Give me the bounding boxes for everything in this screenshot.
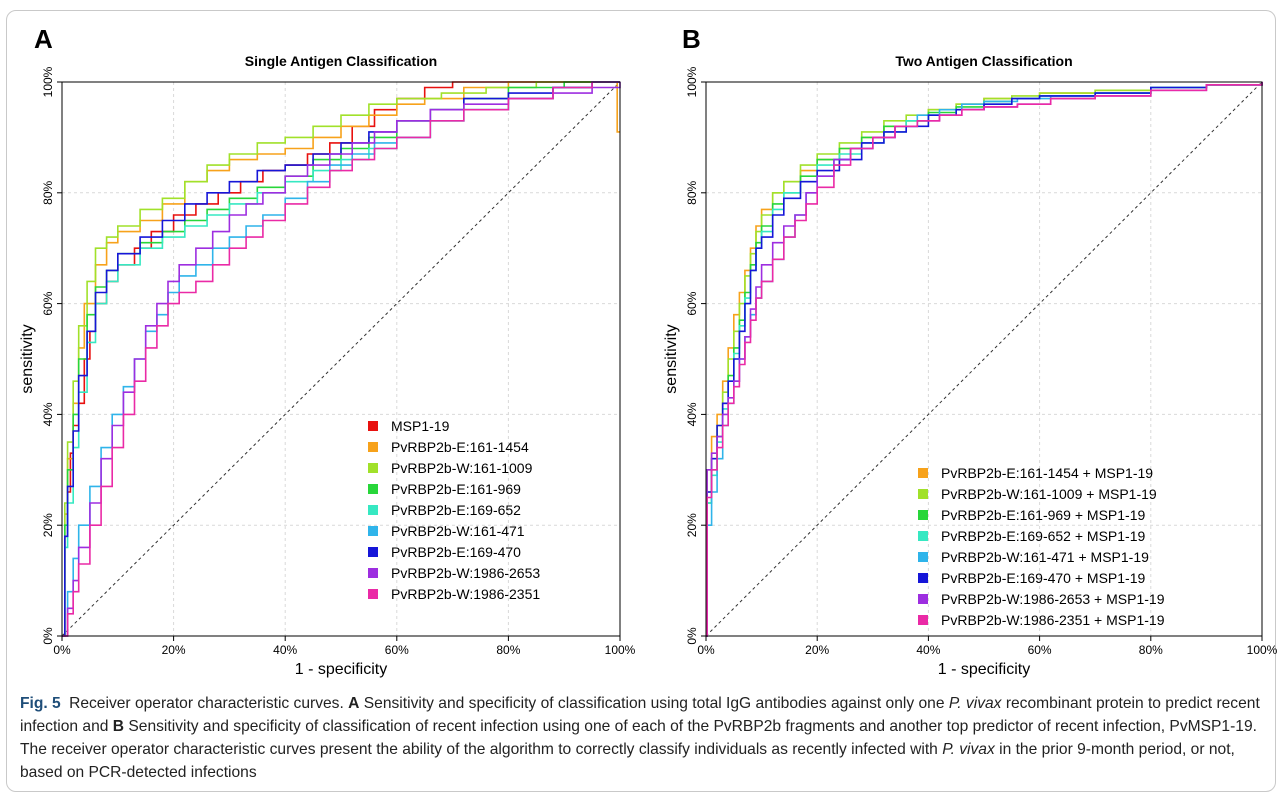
roc-curve-series (706, 82, 1263, 637)
y-tick-label: 100% (685, 66, 699, 97)
y-tick-label: 100% (41, 66, 55, 97)
y-tick-label: 60% (41, 291, 55, 315)
legend-entry-label: PvRBP2b-E:169-470 + MSP1-19 (941, 570, 1145, 586)
legend-swatch (368, 421, 378, 431)
y-tick-label: 0% (685, 627, 699, 645)
legend-entry-label: PvRBP2b-W:1986-2351 (391, 586, 540, 602)
x-tick-label: 0% (53, 643, 71, 657)
legend-swatch (918, 552, 928, 562)
y-tick-label: 0% (41, 627, 55, 645)
x-tick-label: 60% (1028, 643, 1052, 657)
legend-swatch (918, 489, 928, 499)
roc-curve-series (706, 82, 1263, 637)
legend-swatch (368, 547, 378, 557)
chart-title: Two Antigen Classification (895, 53, 1072, 69)
panel-a-chart: A Single Antigen Classification 0% 20% 40% 60… (19, 24, 636, 678)
legend-entry-label: PvRBP2b-E:161-1454 + MSP1-19 (941, 465, 1153, 481)
legend-entry-label: PvRBP2b-W:161-1009 + MSP1-19 (941, 486, 1157, 502)
figure-plots: A Single Antigen Classification 0% 20% 40% 60… (19, 24, 1278, 678)
roc-curve-series (62, 81, 620, 637)
legend-entry-label: PvRBP2b-W:161-1009 (391, 460, 533, 476)
caption-title: Receiver operator characteristic curves. (69, 695, 344, 712)
legend-entry-label: PvRBP2b-W:161-471 + MSP1-19 (941, 549, 1149, 565)
legend-swatch (918, 510, 928, 520)
chance-diagonal-line (61, 81, 621, 637)
legend-swatch (918, 531, 928, 541)
panel-label: B (682, 24, 701, 54)
legend-entry-label: PvRBP2b-E:169-470 (391, 544, 521, 560)
legend-entry-label: PvRBP2b-W:161-471 (391, 523, 525, 539)
legend-swatch (368, 568, 378, 578)
legend-swatch (368, 505, 378, 515)
legend-swatch (368, 442, 378, 452)
legend-swatch (918, 468, 928, 478)
chart-title: Single Antigen Classification (245, 53, 437, 69)
panel-b-chart: B Two Antigen Classification 0% 20% 40% 60% 80… (663, 24, 1278, 678)
legend-entry-label: PvRBP2b-W:1986-2653 + MSP1-19 (941, 591, 1165, 607)
roc-curve-series (62, 81, 620, 637)
legend-entry-label: PvRBP2b-W:1986-2351 + MSP1-19 (941, 612, 1165, 628)
caption-part-a-italic: P. vivax (948, 695, 1002, 712)
caption-figure-label: Fig. 5 (20, 695, 61, 712)
x-axis-label: 1 - specificity (938, 661, 1030, 678)
legend-entry-label: PvRBP2b-W:1986-2653 (391, 565, 540, 581)
legend-entry-label: PvRBP2b-E:169-652 (391, 502, 521, 518)
caption-part-b-label: B (112, 718, 125, 735)
x-tick-label: 100% (1247, 643, 1278, 657)
y-tick-label: 40% (685, 402, 699, 426)
legend-swatch (918, 573, 928, 583)
x-tick-label: 40% (916, 643, 940, 657)
caption-part-b-text-2: in the prior 9-month period, or not, bas… (20, 741, 1235, 781)
plot-frame (61, 81, 621, 637)
legend-swatch (368, 526, 378, 536)
legend-swatch (368, 589, 378, 599)
panel-label: A (34, 24, 53, 54)
legend-swatch (368, 463, 378, 473)
legend-entry-label: PvRBP2b-E:161-969 + MSP1-19 (941, 507, 1145, 523)
legend-entry-label: PvRBP2b-E:169-652 + MSP1-19 (941, 528, 1145, 544)
y-tick-label: 80% (685, 180, 699, 204)
y-tick-label: 40% (41, 402, 55, 426)
caption-part-a-label: A (348, 695, 360, 712)
x-tick-label: 80% (496, 643, 520, 657)
chance-diagonal-line (705, 81, 1263, 637)
x-tick-label: 20% (805, 643, 829, 657)
x-axis-label: 1 - specificity (295, 661, 387, 678)
y-axis-label: sensitivity (663, 324, 680, 393)
x-tick-label: 100% (605, 643, 636, 657)
legend-swatch (918, 594, 928, 604)
legend-entry-label: PvRBP2b-E:161-969 (391, 481, 521, 497)
caption-part-a-text-2: recombinant protein to predict recent in… (20, 695, 1260, 735)
y-tick-label: 20% (41, 513, 55, 537)
caption-part-b-italic: P. vivax (942, 741, 995, 758)
figure-frame (6, 10, 1276, 792)
legend-entry-label: MSP1-19 (391, 418, 450, 434)
y-axis-label: sensitivity (19, 324, 36, 393)
caption-part-a-text-1: Sensitivity and specificity of classific… (363, 695, 945, 712)
legend-entry-label: PvRBP2b-E:161-1454 (391, 439, 529, 455)
y-tick-label: 60% (685, 291, 699, 315)
x-tick-label: 20% (162, 643, 186, 657)
legend-swatch (368, 484, 378, 494)
x-tick-label: 40% (273, 643, 297, 657)
x-tick-label: 60% (385, 643, 409, 657)
x-tick-label: 80% (1139, 643, 1163, 657)
legend-swatch (918, 615, 928, 625)
caption-part-b-text-1: Sensitivity and specificity of classific… (20, 718, 1257, 758)
figure-caption: Fig. 5 Receiver operator characteristic … (20, 692, 1260, 784)
y-tick-label: 80% (41, 180, 55, 204)
roc-curve-series (62, 82, 621, 637)
plot-frame (705, 81, 1263, 637)
x-tick-label: 0% (697, 643, 715, 657)
y-tick-label: 20% (685, 513, 699, 537)
